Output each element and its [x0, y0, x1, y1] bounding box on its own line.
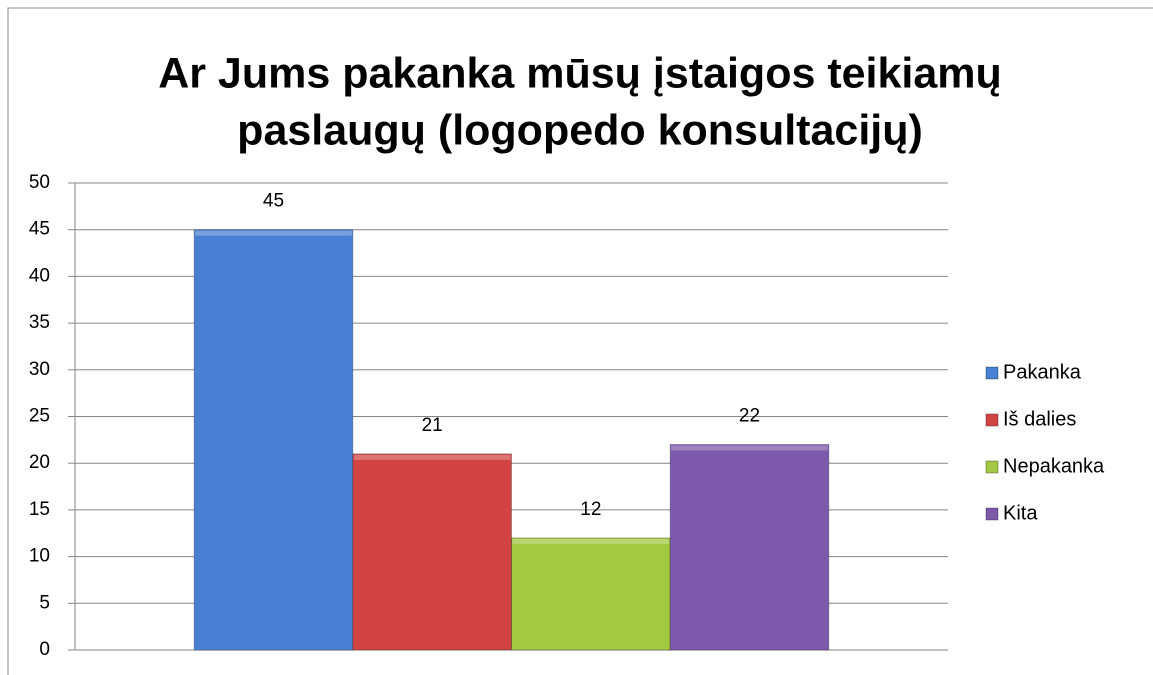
bar-highlight [353, 454, 511, 460]
legend-swatch [985, 507, 999, 521]
y-tick-label: 5 [39, 592, 50, 613]
bar [511, 537, 671, 651]
y-tick-label: 45 [29, 219, 50, 240]
legend-label: Nepakanka [1003, 455, 1105, 477]
y-tick-label: 0 [39, 639, 50, 660]
legend-swatch [985, 460, 999, 474]
y-tick-label: 50 [29, 172, 50, 193]
bar-highlight [671, 445, 828, 451]
legend-label: Pakanka [1003, 361, 1082, 383]
frame [7, 7, 1153, 675]
bar-highlight [195, 230, 352, 236]
data-label: 45 [263, 191, 284, 212]
bar-highlight [512, 538, 670, 544]
data-label: 22 [739, 406, 760, 427]
data-label: 12 [580, 499, 601, 520]
chart-title: Ar Jums pakanka mūsų įstaigos teikiamų [158, 49, 1002, 97]
data-label: 21 [422, 415, 443, 436]
bar [193, 229, 354, 651]
legend-label: Kita [1003, 502, 1038, 524]
y-tick-label: 20 [29, 452, 50, 473]
y-tick-label: 25 [29, 406, 50, 427]
y-tick-label: 30 [29, 359, 50, 380]
bar [669, 444, 830, 651]
y-tick-label: 10 [29, 546, 50, 567]
y-tick-label: 15 [29, 499, 50, 520]
bar [352, 453, 512, 651]
legend-swatch [985, 366, 999, 380]
legend-label: Iš dalies [1003, 408, 1076, 430]
y-tick-label: 35 [29, 312, 50, 333]
legend-swatch [985, 413, 999, 427]
y-tick-label: 40 [29, 265, 50, 286]
chart-title: paslaugų (logopedo konsultacijų) [237, 106, 923, 154]
